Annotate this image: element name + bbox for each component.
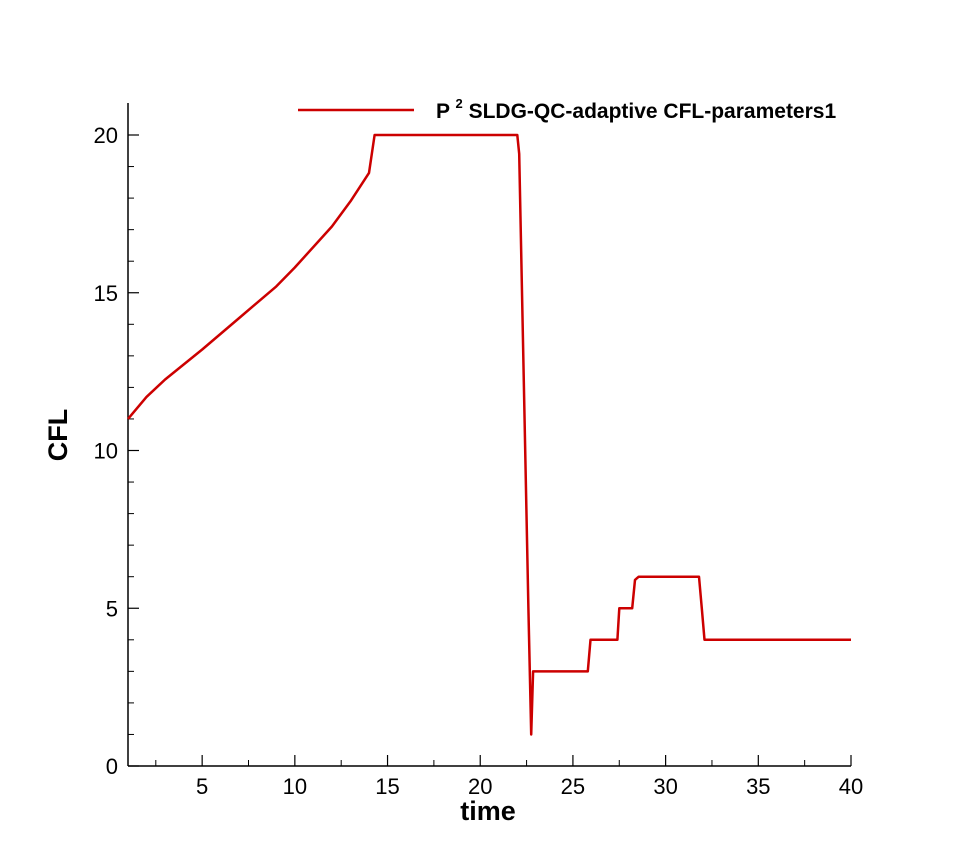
y-tick-label: 15 (94, 281, 118, 306)
x-tick-label: 10 (283, 774, 307, 799)
tick-marks (128, 134, 852, 767)
y-axis-title: CFL (43, 409, 73, 461)
y-tick-label: 5 (106, 596, 118, 621)
x-tick-label: 5 (196, 774, 208, 799)
y-tick-label: 10 (94, 439, 118, 464)
x-tick-label: 35 (746, 774, 770, 799)
series-line (127, 133, 851, 736)
y-tick-label: 0 (106, 754, 118, 779)
legend-label-base: P (436, 100, 450, 123)
series-layer (127, 133, 851, 736)
x-tick-label: 40 (839, 774, 863, 799)
x-tick-label: 25 (561, 774, 585, 799)
x-tick-label: 20 (468, 774, 492, 799)
x-tick-label: 30 (653, 774, 677, 799)
tick-labels: 5 10 15 20 25 30 35 40 0 5 10 15 20 (94, 123, 864, 799)
y-tick-label: 20 (94, 123, 118, 148)
axes (127, 103, 851, 767)
legend-label-superscript: 2 (455, 96, 462, 111)
x-axis-title: time (460, 796, 516, 826)
x-tick-label: 15 (375, 774, 399, 799)
legend-label-text: SLDG-QC-adaptive CFL-parameters1 (469, 100, 837, 123)
legend: P 2 SLDG-QC-adaptive CFL-parameters1 (298, 90, 836, 123)
legend-label: P 2 SLDG-QC-adaptive CFL-parameters1 (436, 90, 836, 123)
